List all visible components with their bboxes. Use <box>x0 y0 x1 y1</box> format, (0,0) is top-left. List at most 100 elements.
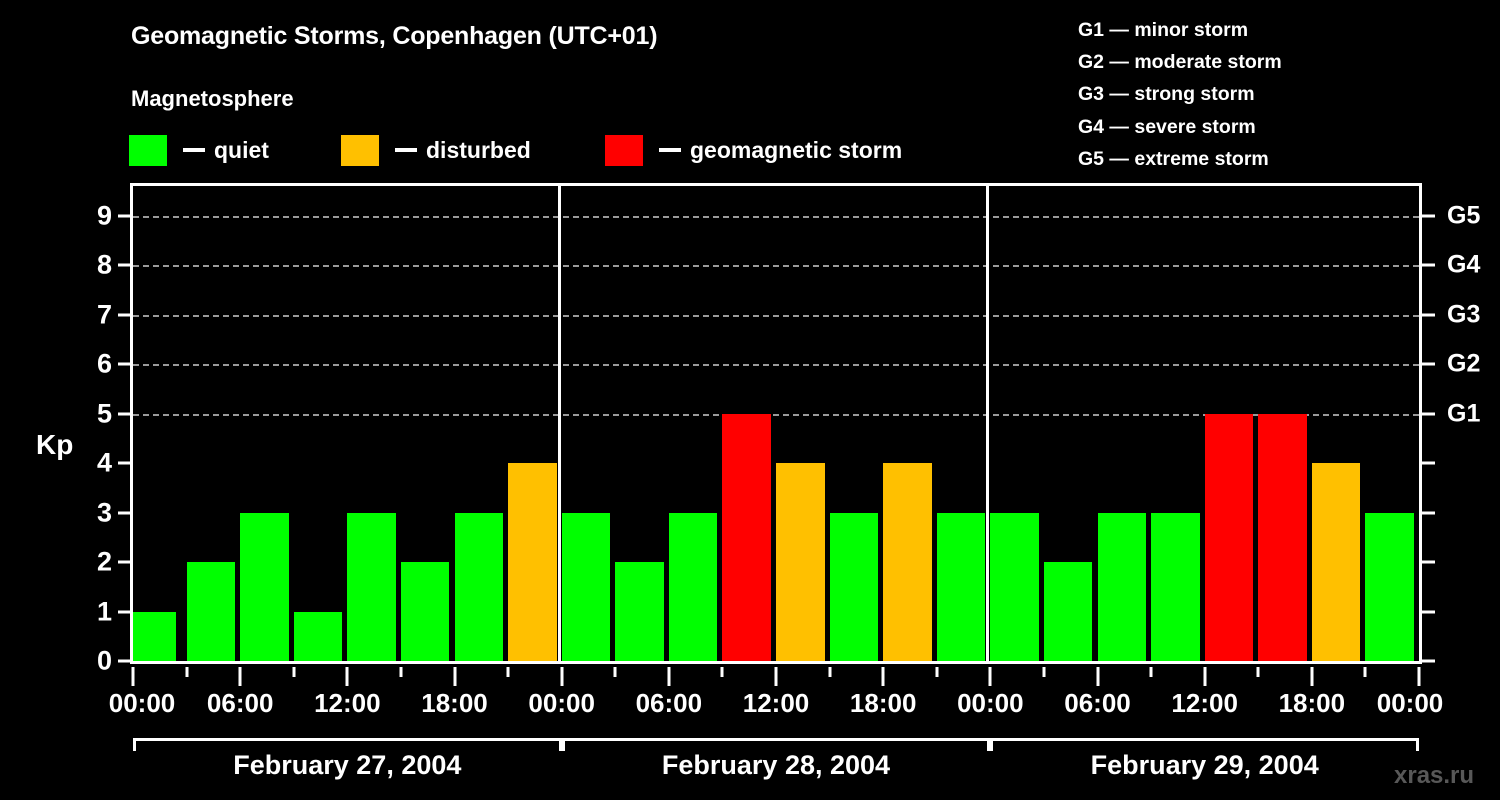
x-tick-11 <box>720 667 724 677</box>
bar <box>776 463 825 661</box>
g-tick-label-G2: G2 <box>1447 349 1481 378</box>
day-label-3: February 29, 2004 <box>1090 750 1319 780</box>
y-tick-mark-8 <box>118 263 130 267</box>
day-label-1: February 27, 2004 <box>233 750 462 780</box>
y-tick-label-6: 6 <box>96 348 112 379</box>
y-tick-mark-6 <box>118 362 130 366</box>
y-tick-label-8: 8 <box>96 249 112 280</box>
bar <box>1204 413 1254 661</box>
day-bracket-1 <box>133 738 562 751</box>
g-axis-tick-3 <box>1422 511 1435 515</box>
bar <box>400 562 450 661</box>
x-tick-23 <box>1363 667 1367 677</box>
legend-item-disturbed[interactable]: disturbed <box>341 133 531 167</box>
g-tick-label-G5: G5 <box>1447 201 1481 230</box>
g-tick-label-G4: G4 <box>1447 250 1481 279</box>
y-tick-mark-7 <box>118 313 130 317</box>
x-tick-2 <box>238 667 242 686</box>
bar <box>1365 512 1414 661</box>
plot-inner <box>133 186 1419 661</box>
legend-label: geomagnetic storm <box>690 136 903 163</box>
bar <box>936 512 986 661</box>
x-tick-label-2: 12:00 <box>314 688 381 718</box>
x-tick-label-9: 06:00 <box>1064 688 1131 718</box>
gridline-kp-8 <box>133 265 1419 268</box>
y-tick-label-5: 5 <box>96 398 112 429</box>
g-scale-row-3: G3 — strong storm <box>1078 83 1255 106</box>
bar <box>1097 512 1147 661</box>
bar <box>1258 413 1307 661</box>
g-axis-tick-7 <box>1422 313 1435 317</box>
x-tick-5 <box>399 667 403 677</box>
x-tick-label-3: 18:00 <box>421 688 488 718</box>
chart-subtitle: Magnetosphere <box>131 86 294 111</box>
y-tick-mark-0 <box>118 659 130 663</box>
y-tick-label-1: 1 <box>96 596 112 627</box>
legend-dash-icon <box>395 148 417 152</box>
x-tick-1 <box>185 667 189 677</box>
g-axis-tick-8 <box>1422 263 1435 267</box>
day-bracket-3 <box>990 738 1419 751</box>
bar <box>615 562 664 661</box>
g-axis-tick-9 <box>1422 214 1435 218</box>
g-axis-tick-2 <box>1422 560 1435 564</box>
watermark: xras.ru <box>1394 762 1475 789</box>
x-tick-3 <box>292 667 296 677</box>
x-tick-16 <box>988 667 992 686</box>
g-scale-row-5: G5 — extreme storm <box>1078 147 1269 170</box>
x-tick-22 <box>1310 667 1314 686</box>
gridline-kp-9 <box>133 215 1419 218</box>
x-tick-label-4: 00:00 <box>528 688 595 718</box>
x-tick-13 <box>828 667 832 677</box>
bar <box>1151 512 1200 661</box>
x-tick-14 <box>881 667 885 686</box>
g-axis-tick-4 <box>1422 461 1435 465</box>
bar <box>990 512 1039 661</box>
y-tick-mark-9 <box>118 214 130 218</box>
legend-item-quiet[interactable]: quiet <box>129 133 269 167</box>
g-scale-row-1: G1 — minor storm <box>1078 19 1249 41</box>
x-tick-label-12: 00:00 <box>1376 688 1444 718</box>
x-tick-6 <box>453 667 456 686</box>
bar <box>883 463 932 661</box>
bar <box>186 562 236 661</box>
x-tick-18 <box>1096 667 1099 686</box>
g-axis-tick-6 <box>1422 362 1435 366</box>
legend-label: disturbed <box>426 136 531 163</box>
gridline-kp-5 <box>133 413 1419 416</box>
x-tick-label-8: 00:00 <box>957 688 1024 718</box>
legend-item-geomagnetic-storm[interactable]: geomagnetic storm <box>605 133 902 167</box>
gridline-kp-7 <box>133 314 1419 317</box>
x-tick-9 <box>613 667 617 677</box>
gridline-kp-6 <box>133 364 1419 367</box>
g-scale-row-2: G2 — moderate storm <box>1078 51 1282 74</box>
bar <box>347 512 396 661</box>
x-tick-4 <box>345 667 349 686</box>
bar <box>561 512 611 661</box>
day-bracket-2 <box>561 738 991 751</box>
x-tick-17 <box>1042 667 1046 677</box>
legend-dash-icon <box>659 148 681 152</box>
bar <box>722 413 771 661</box>
x-tick-12 <box>774 667 778 686</box>
g-axis-tick-1 <box>1422 610 1435 614</box>
x-tick-0 <box>131 667 135 686</box>
x-tick-label-6: 12:00 <box>742 688 810 718</box>
g-tick-label-G1: G1 <box>1447 399 1481 428</box>
y-tick-label-2: 2 <box>96 546 112 577</box>
y-tick-mark-4 <box>118 461 130 465</box>
legend-dash-icon <box>183 148 205 152</box>
bar <box>668 512 718 661</box>
x-tick-19 <box>1149 667 1153 677</box>
x-tick-20 <box>1203 667 1207 686</box>
x-tick-24 <box>1417 667 1421 686</box>
x-tick-15 <box>935 667 939 677</box>
x-tick-8 <box>560 667 564 686</box>
legend-swatch-quiet <box>129 134 167 166</box>
x-tick-label-1: 06:00 <box>206 688 274 718</box>
legend-swatch-storm <box>605 134 643 166</box>
day-separator-1 <box>557 186 561 661</box>
bar <box>1043 562 1093 661</box>
day-separator-2 <box>986 186 990 661</box>
